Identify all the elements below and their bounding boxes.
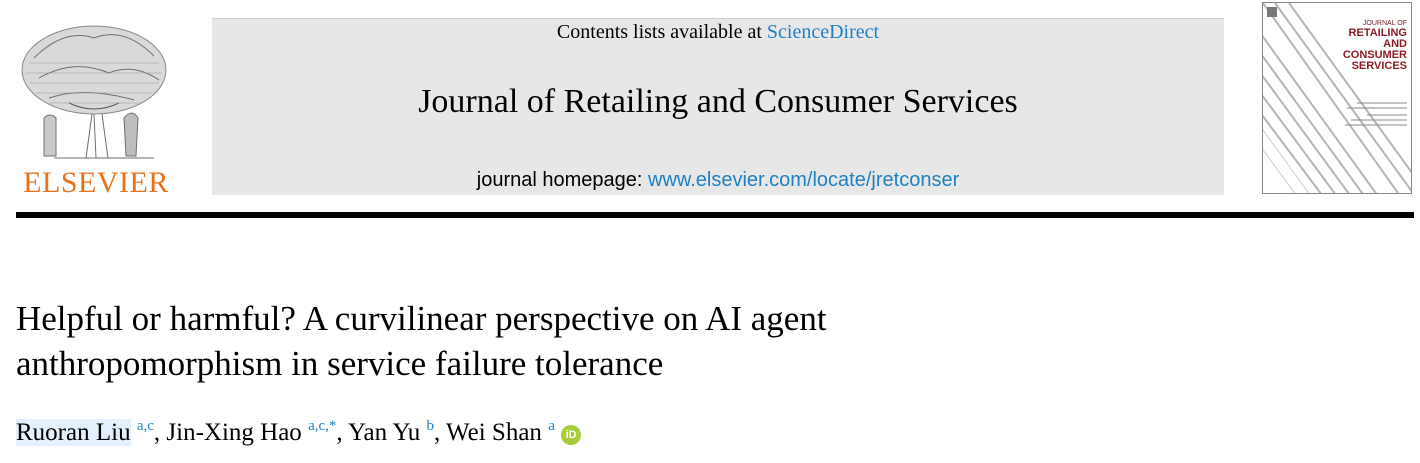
author-separator: , <box>153 419 161 446</box>
homepage-label: journal homepage: <box>476 169 643 191</box>
author-name[interactable]: Jin-Xing Hao <box>166 419 302 446</box>
author-list: Ruoran Liu a,c, Jin-Xing Hao a,c,*, Yan … <box>16 418 582 447</box>
contents-prefix: Contents lists available at <box>556 21 762 43</box>
orcid-icon[interactable]: iD <box>561 425 582 445</box>
publisher-name: ELSEVIER <box>23 166 169 199</box>
author-affiliation[interactable]: b <box>426 418 434 434</box>
homepage-link[interactable]: www.elsevier.com/locate/jretconser <box>648 169 960 191</box>
author-affiliation[interactable]: a <box>548 418 555 434</box>
cover-fine-print <box>1337 99 1407 141</box>
journal-header: ELSEVIER Contents lists available at Sci… <box>0 0 1420 220</box>
journal-cover-thumbnail[interactable]: JOURNAL OF RETAILING AND CONSUMER SERVIC… <box>1262 2 1412 194</box>
article-title-line-1: Helpful or harmful? A curvilinear perspe… <box>16 299 827 338</box>
cover-title: JOURNAL OF RETAILING AND CONSUMER SERVIC… <box>1342 20 1407 72</box>
article-title-line-2: anthropomorphism in service failure tole… <box>16 344 664 383</box>
homepage-line: journal homepage: www.elsevier.com/locat… <box>212 169 1224 192</box>
header-rule <box>16 212 1414 218</box>
journal-masthead: Contents lists available at ScienceDirec… <box>212 18 1224 195</box>
author-name[interactable]: Ruoran Liu <box>16 419 131 446</box>
journal-title[interactable]: Journal of Retailing and Consumer Servic… <box>418 83 1018 120</box>
author-separator: , <box>433 419 441 446</box>
author-affiliation[interactable]: a,c,* <box>308 418 337 434</box>
author-name[interactable]: Yan Yu <box>347 419 421 446</box>
author-name[interactable]: Wei Shan <box>446 419 542 446</box>
article-title: Helpful or harmful? A curvilinear perspe… <box>16 296 1116 386</box>
author-separator: , <box>336 419 343 446</box>
sciencedirect-link[interactable]: ScienceDirect <box>766 21 880 43</box>
contents-line: Contents lists available at ScienceDirec… <box>212 21 1224 44</box>
author-affiliation[interactable]: a,c <box>136 418 154 434</box>
elsevier-tree-logo[interactable] <box>14 18 174 198</box>
